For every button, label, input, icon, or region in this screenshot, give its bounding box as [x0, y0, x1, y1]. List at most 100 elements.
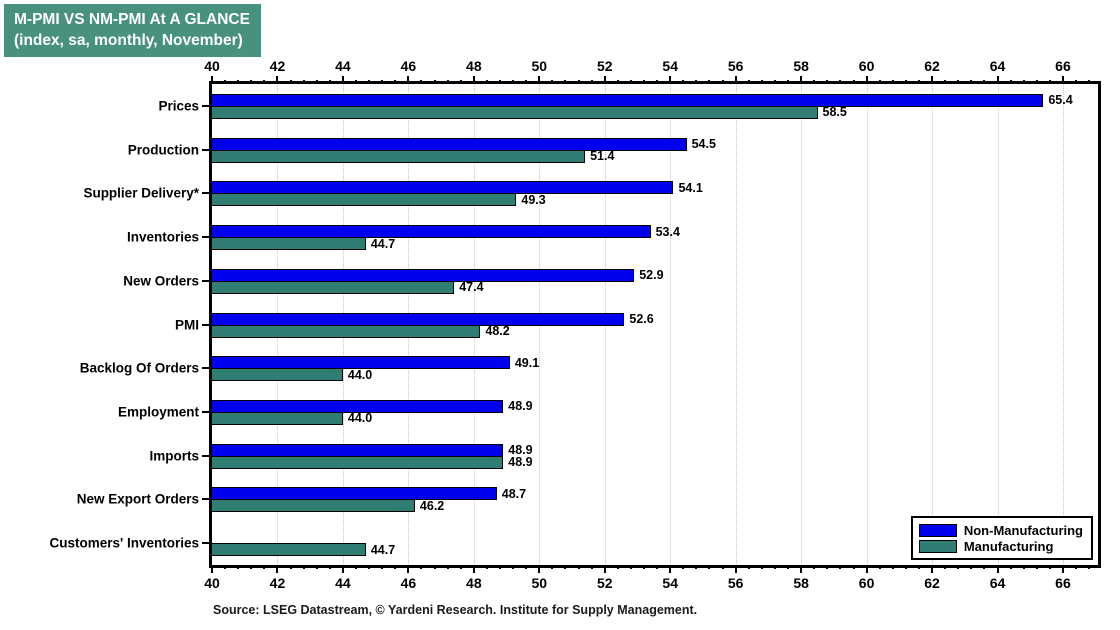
axis-tick-label: 66: [1055, 575, 1071, 591]
minor-tick: [708, 565, 711, 569]
major-tick: [931, 565, 934, 573]
bar-manufacturing: [212, 368, 343, 382]
major-tick: [800, 565, 803, 573]
major-tick: [276, 76, 279, 84]
major-tick: [603, 76, 606, 84]
minor-tick: [787, 565, 790, 569]
bar-manufacturing: [212, 149, 586, 163]
axis-tick-label: 42: [269, 575, 286, 591]
major-tick: [996, 76, 999, 84]
major-tick: [472, 565, 475, 573]
major-tick: [472, 76, 475, 84]
bar-manufacturing: [212, 543, 366, 557]
bar-value-label: 46.2: [419, 498, 445, 513]
major-tick: [276, 565, 279, 573]
axis-tick-label: 46: [400, 575, 417, 591]
axis-tick-label: 40: [204, 575, 220, 591]
gridline: [1062, 84, 1064, 565]
axis-tick-label: 44: [335, 58, 351, 74]
bar-value-label: 53.4: [655, 224, 680, 239]
axis-tick-label: 64: [989, 58, 1006, 74]
bar-value-label: 49.3: [521, 192, 546, 207]
major-tick: [734, 76, 737, 84]
bar-value-label: 48.9: [508, 399, 533, 414]
axis-tick-label: 64: [989, 575, 1006, 591]
minor-tick: [564, 565, 567, 569]
major-tick: [538, 76, 541, 84]
bar-manufacturing: [212, 324, 481, 338]
minor-tick: [302, 565, 305, 569]
bar-manufacturing: [212, 411, 343, 425]
legend-swatch-non-manufacturing: [918, 523, 957, 537]
bar-value-label: 54.1: [678, 180, 703, 195]
major-tick: [407, 76, 410, 84]
axis-tick-label: 58: [793, 575, 809, 591]
minor-tick: [577, 565, 580, 569]
axis-tick-label: 40: [204, 58, 220, 74]
bar-value-label: 44.0: [347, 411, 373, 426]
legend: Non-Manufacturing Manufacturing: [910, 516, 1093, 560]
minor-tick: [459, 565, 462, 569]
minor-tick: [250, 565, 253, 569]
minor-tick: [433, 565, 436, 569]
chart-title: M-PMI VS NM-PMI At A GLANCE (index, sa, …: [4, 4, 261, 57]
minor-tick: [1035, 565, 1038, 569]
bar-value-label: 51.4: [590, 149, 615, 164]
axis-tick-label: 56: [727, 575, 744, 591]
minor-tick: [381, 565, 384, 569]
major-tick: [669, 565, 672, 573]
category-label: Supplier Delivery*: [83, 185, 199, 201]
bar-value-label: 54.5: [691, 137, 716, 152]
axis-tick-label: 56: [727, 58, 744, 74]
major-tick: [407, 565, 410, 573]
plot-area: 65.4 58.5 54.5 51.4 54.1 49.3 53.4 44.7 52.9 47.4…: [202, 81, 1101, 568]
axis-top-labels: 40 42 44 46 48 50 52 54 56 58 60 62 64 66: [204, 58, 1098, 75]
bar-value-label: 52.6: [629, 312, 654, 326]
minor-tick: [826, 565, 829, 569]
bar-value-label: 48.9: [508, 455, 533, 470]
minor-tick: [289, 565, 292, 569]
bar-value-label: 47.4: [459, 280, 484, 295]
minor-tick: [904, 565, 907, 569]
category-label: Prices: [158, 98, 199, 114]
source-note: Source: LSEG Datastream, © Yardeni Resea…: [213, 603, 698, 617]
minor-tick: [656, 565, 659, 569]
category-labels: Prices Production Supplier Delivery* Invent…: [0, 84, 199, 565]
minor-tick: [1048, 565, 1051, 569]
major-tick: [931, 76, 934, 84]
major-tick: [865, 76, 868, 84]
axis-tick-label: 46: [400, 58, 417, 74]
major-tick: [341, 76, 344, 84]
minor-tick: [747, 565, 750, 569]
category-label: New Export Orders: [76, 491, 199, 507]
minor-tick: [1088, 565, 1091, 569]
bar-value-label: 48.9: [508, 443, 533, 458]
minor-tick: [616, 565, 619, 569]
minor-tick: [499, 565, 502, 569]
category-label: PMI: [174, 317, 199, 332]
category-label: Inventories: [126, 229, 199, 245]
major-tick: [734, 565, 737, 573]
minor-tick: [813, 565, 816, 569]
category-tick: [202, 148, 209, 151]
minor-tick: [420, 565, 423, 569]
axis-tick-label: 52: [596, 575, 613, 591]
category-label: Customers' Inventories: [49, 535, 199, 551]
minor-tick: [957, 565, 960, 569]
axis-tick-label: 48: [466, 58, 482, 74]
axis-bottom-labels: 40 42 44 46 48 50 52 54 56 58 60 62 64 66: [204, 575, 1098, 592]
major-tick: [538, 565, 541, 573]
minor-tick: [682, 565, 685, 569]
minor-tick: [485, 565, 488, 569]
legend-label: Manufacturing: [963, 538, 1054, 554]
bar-manufacturing: [212, 499, 415, 513]
minor-tick: [368, 565, 371, 569]
axis-tick-label: 66: [1055, 58, 1071, 74]
axis-tick-label: 62: [924, 575, 940, 591]
bar-value-label: 44.0: [347, 367, 373, 382]
minor-tick: [721, 565, 724, 569]
minor-tick: [394, 565, 397, 569]
category-label: Production: [127, 142, 199, 158]
gridline: [735, 84, 737, 565]
minor-tick: [760, 565, 763, 569]
